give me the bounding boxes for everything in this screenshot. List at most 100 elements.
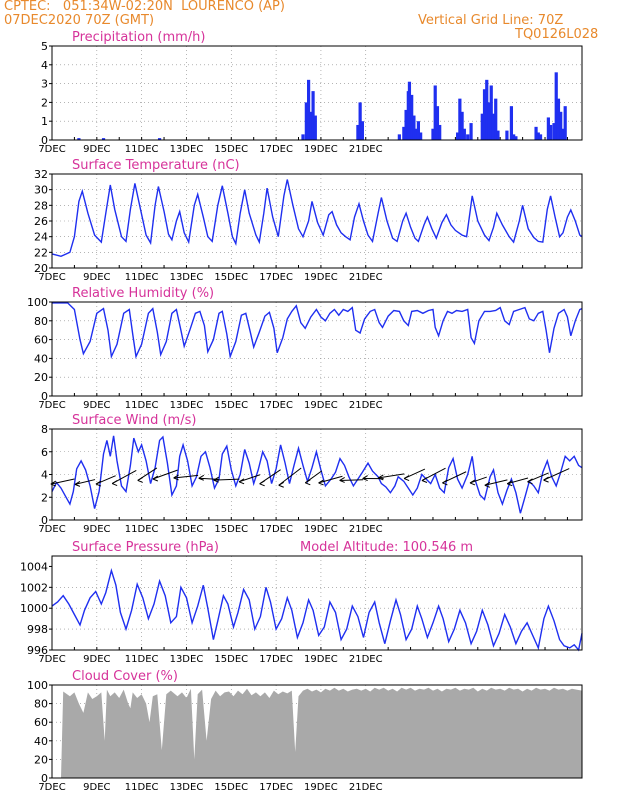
precip-bar <box>77 138 81 140</box>
precip-bar <box>304 102 308 140</box>
x-tick-label: 7DEC <box>38 524 65 535</box>
y-tick-label: 40 <box>34 352 48 365</box>
wind-arrow-head <box>527 478 533 485</box>
header-date: 07DEC2020 70Z (GMT) <box>4 13 155 28</box>
panel-annotation: Model Altitude: 100.546 m <box>300 540 473 555</box>
y-tick-label: 20 <box>34 262 48 275</box>
x-tick-label: 13DEC <box>170 400 204 411</box>
x-tick-label: 7DEC <box>38 144 65 155</box>
precip-bar <box>313 115 317 140</box>
x-tick-label: 21DEC <box>349 654 383 665</box>
y-tick-label: 20 <box>34 371 48 384</box>
header-model-code: TQ0126L028 <box>515 27 599 42</box>
x-tick-label: 21DEC <box>349 782 383 793</box>
wind-arrow-head <box>442 479 448 486</box>
wind-arrow <box>469 476 487 484</box>
y-tick-label: 1 <box>41 115 48 128</box>
wind-arrow-head <box>543 476 549 483</box>
x-tick-label: 13DEC <box>170 524 204 535</box>
x-tick-label: 13DEC <box>170 782 204 793</box>
wind-arrow <box>339 479 364 481</box>
x-tick-label: 11DEC <box>125 782 159 793</box>
y-tick-label: 0 <box>41 514 48 527</box>
x-tick-label: 21DEC <box>349 272 383 283</box>
x-tick-label: 13DEC <box>170 272 204 283</box>
wind-arrow-head <box>421 477 428 483</box>
x-tick-label: 9DEC <box>83 782 110 793</box>
y-tick-label: 20 <box>34 753 48 766</box>
precip-bar <box>505 130 509 140</box>
header-grid-line: Vertical Grid Line: 70Z <box>418 13 564 28</box>
wind-arrow-head <box>484 481 491 488</box>
wind-arrow-head <box>403 475 410 482</box>
wind-arrow-head <box>198 474 205 481</box>
precip-bar <box>356 124 360 140</box>
wind-arrow-head <box>506 480 513 487</box>
x-tick-label: 21DEC <box>349 524 383 535</box>
panel-4: 996 998 1000 1002 1004 7DEC 9DEC 11DEC 13DEC 15DE… <box>20 540 583 665</box>
wind-arrow <box>173 474 199 479</box>
x-tick-label: 13DEC <box>170 144 204 155</box>
x-tick-label: 19DEC <box>304 144 338 155</box>
y-tick-label: 26 <box>34 215 48 228</box>
x-tick-label: 7DEC <box>38 782 65 793</box>
precip-bar <box>397 134 401 140</box>
wind-arrow-head <box>469 479 476 486</box>
precip-bar <box>431 128 435 140</box>
wind-arrow-head <box>259 480 265 487</box>
y-tick-label: 5 <box>41 40 48 53</box>
x-tick-label: 17DEC <box>259 524 293 535</box>
precip-bar <box>559 111 563 140</box>
precip-bar <box>456 132 460 140</box>
precip-bar <box>480 113 484 140</box>
precip-bar <box>563 106 567 140</box>
precip-bar <box>462 128 466 140</box>
precip-bar <box>458 98 462 140</box>
precip-bar <box>460 111 464 140</box>
wind-arrow <box>543 468 570 481</box>
wind-arrow <box>278 467 302 486</box>
series-line <box>52 302 583 360</box>
y-tick-label: 80 <box>34 315 48 328</box>
series-line <box>51 568 583 652</box>
panel-title: Cloud Cover (%) <box>72 669 178 684</box>
wind-arrow-head <box>95 480 102 487</box>
wind-arrow-head <box>378 474 384 481</box>
x-tick-label: 9DEC <box>83 144 110 155</box>
panel-2: 0 20 40 60 80 100 7DEC 9DEC 11DEC 13DEC 15DEC 17DEC… <box>27 286 583 411</box>
precip-bar <box>509 106 514 140</box>
y-tick-label: 0 <box>41 772 48 785</box>
precip-bar <box>561 128 565 140</box>
precip-bar <box>311 91 315 140</box>
x-tick-label: 15DEC <box>214 782 248 793</box>
y-tick-label: 30 <box>34 184 48 197</box>
x-tick-label: 17DEC <box>259 400 293 411</box>
wind-arrow-head <box>213 476 219 483</box>
panel-1: 20 22 24 26 28 30 32 7DEC 9DEC 11DEC 13DEC 15DEC 17D… <box>34 158 583 283</box>
y-tick-label: 32 <box>34 168 48 181</box>
x-tick-label: 19DEC <box>304 272 338 283</box>
x-tick-label: 11DEC <box>125 144 159 155</box>
precip-bar <box>514 136 518 140</box>
precip-bar <box>412 115 416 140</box>
wind-arrow-head <box>305 479 311 486</box>
x-tick-label: 13DEC <box>170 654 204 665</box>
precip-bar <box>301 134 305 140</box>
x-tick-label: 19DEC <box>304 524 338 535</box>
y-tick-label: 28 <box>34 199 48 212</box>
y-tick-label: 80 <box>34 698 48 711</box>
series-line <box>51 179 583 258</box>
precip-bar <box>512 134 516 140</box>
wind-arrow-head <box>278 481 284 488</box>
x-tick-label: 11DEC <box>125 654 159 665</box>
panel-3: 0 2 4 6 8 7DEC 9DEC 11DEC 13DEC 15DEC 17DEC 19DEC 21… <box>38 413 583 535</box>
x-tick-label: 15DEC <box>214 400 248 411</box>
y-tick-label: 60 <box>34 334 48 347</box>
x-tick-label: 15DEC <box>214 524 248 535</box>
y-tick-label: 1002 <box>20 581 48 594</box>
x-tick-label: 9DEC <box>83 524 110 535</box>
precip-bar <box>489 85 493 140</box>
precip-bar <box>466 134 470 140</box>
precip-bar <box>101 138 106 140</box>
